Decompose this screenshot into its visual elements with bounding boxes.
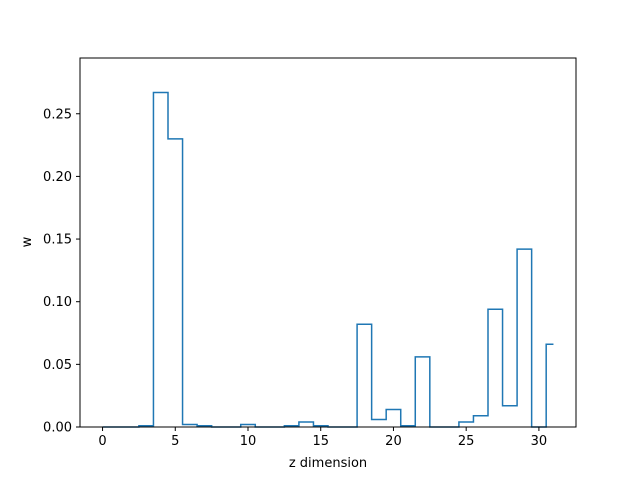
x-tick-label-5: 5 (171, 434, 179, 449)
x-tick-label-15: 15 (312, 434, 329, 449)
axes-frame (79, 57, 577, 428)
y-tick-label-0.05: 0.05 (43, 358, 72, 373)
y-tick-label-0.15: 0.15 (43, 233, 72, 248)
x-tick-label-30: 30 (531, 434, 548, 449)
y-tick-label-0.10: 0.10 (43, 295, 72, 310)
y-axis-ticks: 0.00 0.05 0.10 0.15 0.20 0.25 (43, 107, 80, 436)
x-tick-label-20: 20 (385, 434, 402, 449)
y-axis-label: w (20, 236, 35, 247)
y-tick-label-0.25: 0.25 (43, 107, 72, 122)
y-tick-label-0.00: 0.00 (43, 421, 72, 436)
x-axis-label: z dimension (289, 456, 367, 471)
y-tick-label-0.20: 0.20 (43, 170, 72, 185)
x-tick-label-25: 25 (458, 434, 475, 449)
x-axis-ticks: 0 5 10 15 20 25 30 (98, 427, 547, 449)
x-tick-label-10: 10 (240, 434, 257, 449)
x-tick-label-0: 0 (98, 434, 106, 449)
